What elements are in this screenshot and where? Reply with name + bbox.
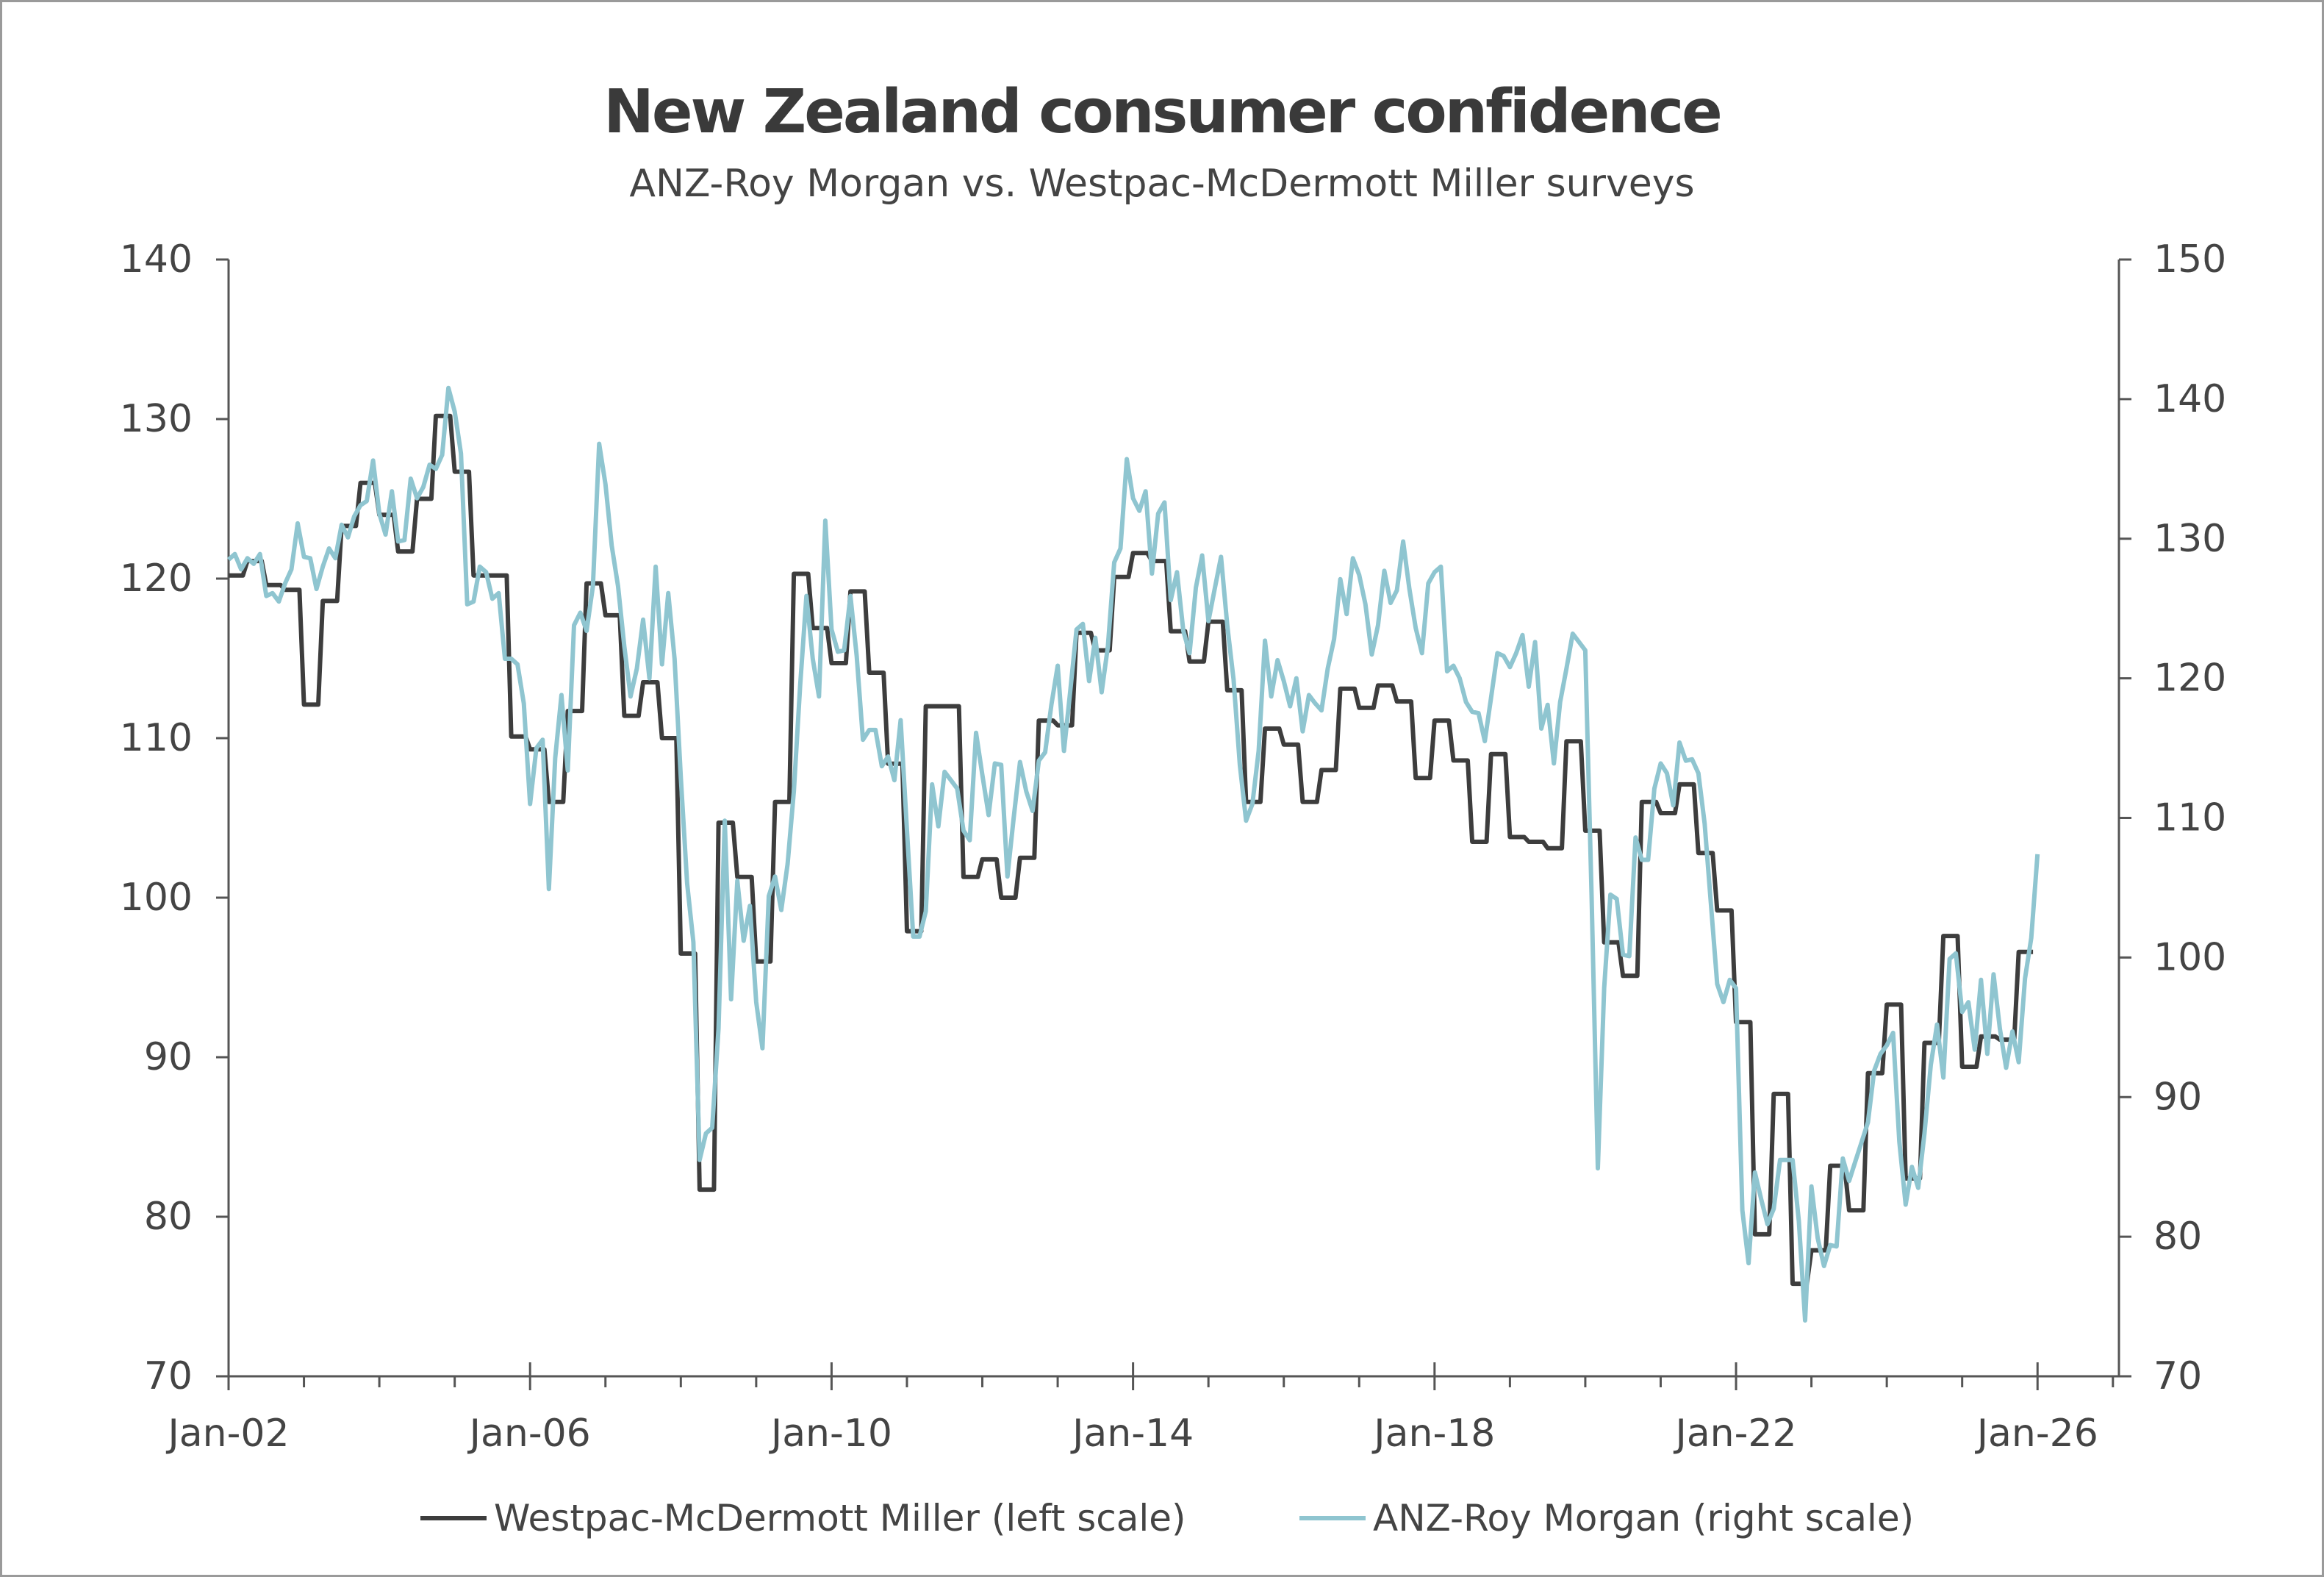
legend-label-anz: ANZ-Roy Morgan (right scale): [1373, 1497, 1915, 1540]
legend-item-anz: ANZ-Roy Morgan (right scale): [1299, 1492, 1914, 1544]
y-right-tick-label: 100: [2153, 935, 2226, 979]
legend-swatch-westpac: [420, 1516, 487, 1520]
x-tick-label: Jan-10: [769, 1412, 892, 1456]
legend-swatch-anz: [1299, 1516, 1366, 1520]
y-right-tick-label: 140: [2153, 377, 2226, 421]
y-right-tick-label: 110: [2153, 796, 2226, 840]
y-right-tick-label: 80: [2153, 1215, 2202, 1259]
y-left-tick-label: 90: [144, 1035, 193, 1079]
series-line-anz: [227, 385, 2040, 1323]
y-right-tick-label: 70: [2153, 1354, 2202, 1398]
y-left-tick-label: 70: [144, 1354, 193, 1398]
series-line-westpac: [229, 413, 2034, 1287]
y-left-tick-label: 120: [120, 557, 193, 601]
y-left-tick-label: 140: [120, 237, 193, 282]
x-tick-label: Jan-18: [1371, 1412, 1495, 1456]
x-tick-label: Jan-06: [467, 1412, 591, 1456]
y-right-tick-label: 90: [2153, 1075, 2202, 1119]
legend-label-westpac: Westpac-McDermott Miller (left scale): [494, 1497, 1186, 1540]
legend: Westpac-McDermott Miller (left scale) AN…: [0, 1492, 2324, 1544]
y-right-tick-label: 130: [2153, 517, 2226, 561]
chart-subtitle: ANZ-Roy Morgan vs. Westpac-McDermott Mil…: [629, 162, 1695, 206]
y-left-tick-label: 130: [120, 397, 193, 441]
y-left-tick-label: 110: [120, 716, 193, 760]
x-tick-label: Jan-22: [1673, 1412, 1796, 1456]
chart-title: New Zealand consumer confidence: [603, 77, 1723, 147]
x-tick-label: Jan-26: [1975, 1412, 2098, 1456]
x-tick-label: Jan-14: [1070, 1412, 1194, 1456]
y-left-tick-label: 80: [144, 1195, 193, 1239]
y-right-tick-label: 120: [2153, 657, 2226, 701]
x-tick-label: Jan-02: [165, 1412, 289, 1456]
legend-item-westpac: Westpac-McDermott Miller (left scale): [420, 1492, 1186, 1544]
y-left-tick-label: 100: [120, 876, 193, 920]
y-right-tick-label: 150: [2153, 237, 2226, 282]
